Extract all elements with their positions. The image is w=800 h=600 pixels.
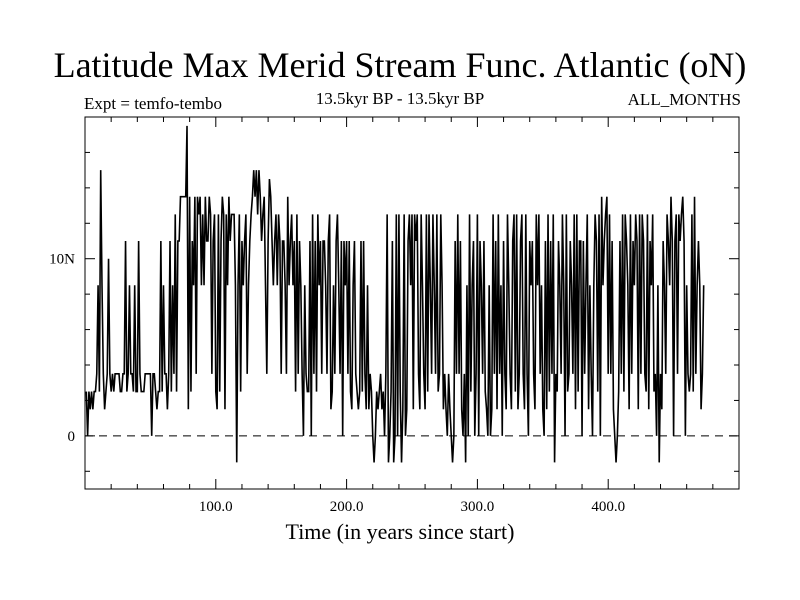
months-label: ALL_MONTHS bbox=[627, 90, 741, 109]
y-tick-label: 10N bbox=[49, 252, 75, 268]
x-tick-label: 100.0 bbox=[199, 499, 233, 515]
series-line bbox=[85, 125, 705, 463]
plot-frame bbox=[84, 116, 740, 490]
y-tick-label: 0 bbox=[68, 429, 76, 445]
chart-title: Latitude Max Merid Stream Func. Atlantic… bbox=[53, 45, 747, 85]
x-tick-label: 400.0 bbox=[591, 499, 625, 515]
x-tick-label: 300.0 bbox=[461, 499, 495, 515]
period-label: 13.5kyr BP - 13.5kyr BP bbox=[315, 89, 485, 108]
experiment-label: Expt = temfo-tembo bbox=[84, 94, 223, 113]
x-tick-label: 200.0 bbox=[330, 499, 364, 515]
x-axis-label: Time (in years since start) bbox=[285, 519, 515, 544]
